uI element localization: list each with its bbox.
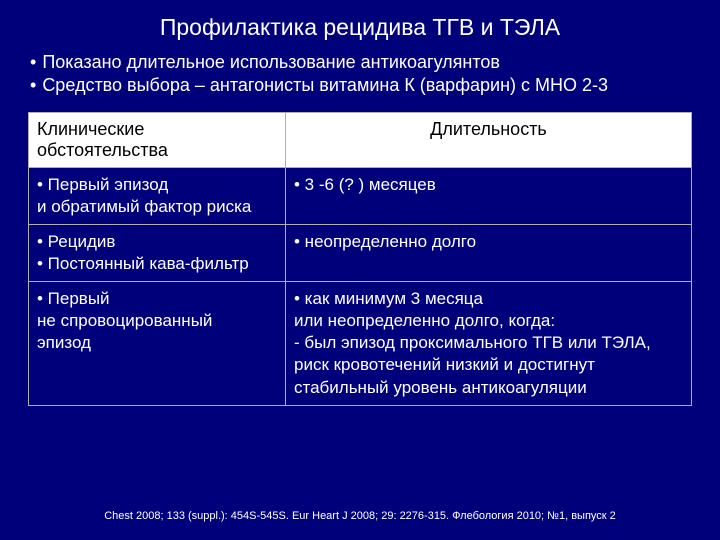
- cell-text: • неопределенно долго: [294, 231, 476, 253]
- citation: Chest 2008; 133 (suppl.): 454S-545S. Eur…: [0, 510, 720, 522]
- cell-text: • Рецидив: [37, 231, 115, 253]
- table-cell-left: • Первый эпизод и обратимый фактор риска: [29, 167, 286, 224]
- cell-text: • как минимум 3 месяца: [294, 288, 483, 310]
- cell-text: - был эпизод проксимального ТГВ или ТЭЛА…: [294, 332, 651, 354]
- slide-title: Профилактика рецидива ТГВ и ТЭЛА: [28, 14, 692, 41]
- table-header-row: Клинические обстоятельства Длительность: [29, 112, 692, 167]
- intro-bullet: • Показано длительное использование анти…: [30, 51, 692, 74]
- table-cell-left: • Рецидив • Постоянный кава-фильтр: [29, 224, 286, 281]
- intro-text: Показано длительное использование антико…: [42, 51, 500, 74]
- table-cell-right: • неопределенно долго: [286, 224, 692, 281]
- intro-bullet: • Средство выбора – антагонисты витамина…: [30, 74, 692, 97]
- duration-table: Клинические обстоятельства Длительность …: [28, 112, 692, 406]
- table-cell-left: • Первый не спровоцированный эпизод: [29, 282, 286, 405]
- table-row: • Рецидив • Постоянный кава-фильтр • нео…: [29, 224, 692, 281]
- cell-text: стабильный уровень антикоагуляции: [294, 377, 587, 399]
- bullet-dot: •: [30, 51, 42, 74]
- cell-text: или неопределенно долго, когда:: [294, 310, 555, 332]
- cell-text: эпизод: [37, 332, 91, 354]
- cell-text: • Первый эпизод: [37, 174, 168, 196]
- bullet-dot: •: [30, 74, 42, 97]
- intro-text: Средство выбора – антагонисты витамина К…: [42, 74, 608, 97]
- table-cell-right: • 3 -6 (? ) месяцев: [286, 167, 692, 224]
- cell-text: • Первый: [37, 288, 110, 310]
- intro-bullets: • Показано длительное использование анти…: [30, 51, 692, 98]
- cell-text: не спровоцированный: [37, 310, 212, 332]
- cell-text: • Постоянный кава-фильтр: [37, 253, 249, 275]
- table-row: • Первый эпизод и обратимый фактор риска…: [29, 167, 692, 224]
- table-header-right: Длительность: [286, 112, 692, 167]
- cell-text: • 3 -6 (? ) месяцев: [294, 174, 436, 196]
- cell-text: риск кровотечений низкий и достигнут: [294, 354, 595, 376]
- cell-text: и обратимый фактор риска: [37, 196, 251, 218]
- table-header-left: Клинические обстоятельства: [29, 112, 286, 167]
- slide: Профилактика рецидива ТГВ и ТЭЛА • Показ…: [0, 0, 720, 540]
- table-row: • Первый не спровоцированный эпизод • ка…: [29, 282, 692, 405]
- table-cell-right: • как минимум 3 месяца или неопределенно…: [286, 282, 692, 405]
